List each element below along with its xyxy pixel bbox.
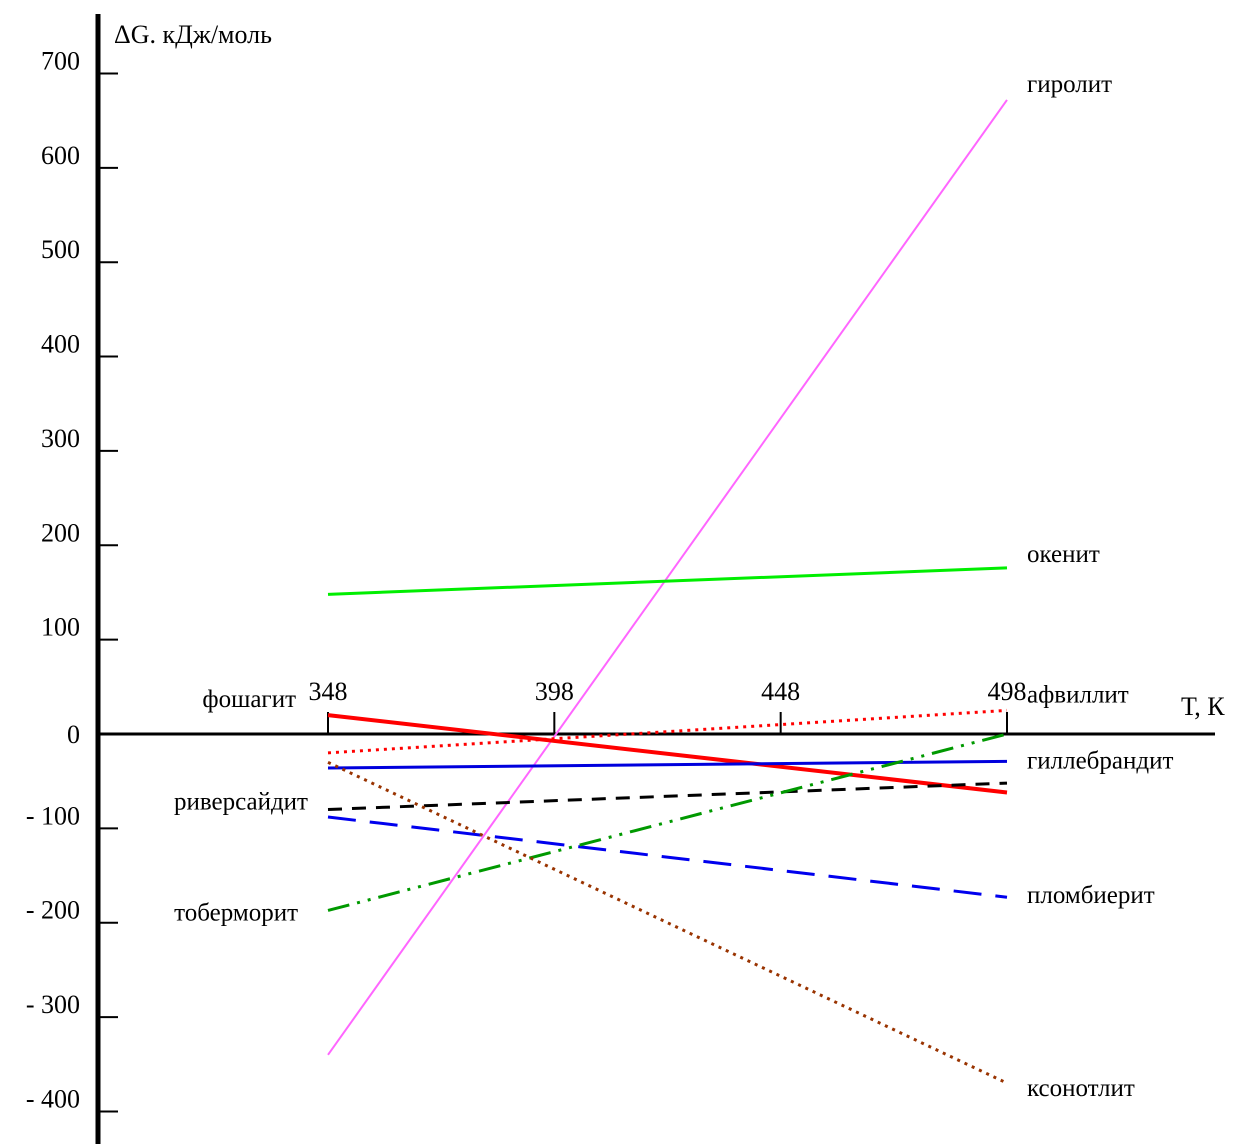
y-tick-label: 100 [41, 613, 80, 642]
y-tick-label: 500 [41, 235, 80, 264]
series-labels-group: гиролит окенит фошагит афвиллит гиллебрандит… [174, 71, 1174, 1102]
x-tick-label: 348 [309, 677, 348, 706]
series-label-6: пломбиерит [1027, 882, 1155, 909]
y-tick-label: 200 [41, 518, 80, 547]
x-tick-label: 448 [761, 677, 800, 706]
series-line-6 [327, 815, 1008, 899]
series-label-8: ксонотлит [1027, 1075, 1135, 1102]
series-line-0 [327, 99, 1008, 1056]
y-tick-label: - 300 [26, 990, 80, 1019]
series-label-5: риверсайдит [174, 788, 308, 815]
series-line-8 [327, 760, 1008, 1085]
x-axis-label: Т, К [1181, 692, 1225, 721]
series-line-5 [327, 781, 1008, 811]
x-tick-label: 398 [535, 677, 574, 706]
y-tick-label: - 100 [26, 801, 80, 830]
y-tick-label: - 400 [26, 1084, 80, 1113]
series-label-7: тоберморит [174, 899, 298, 926]
series-line-3 [327, 708, 1008, 755]
series-group [327, 99, 1008, 1085]
y-ticks-group: 700 600 500 400 300 200 100 0 - 100 - 200 - 300 - 4… [26, 46, 118, 1113]
y-tick-label: 0 [67, 720, 80, 749]
y-tick-label: 700 [41, 46, 80, 75]
x-tick-label: 498 [988, 677, 1027, 706]
series-line-7 [327, 732, 1008, 912]
y-tick-label: 400 [41, 330, 80, 359]
y-tick-label: 300 [41, 424, 80, 453]
y-tick-label: 600 [41, 141, 80, 170]
y-axis-label: ΔG. кДж/моль [114, 20, 272, 49]
series-line-4 [327, 759, 1008, 770]
series-line-2 [327, 713, 1008, 795]
series-line-1 [327, 566, 1008, 596]
series-label-0: гиролит [1027, 71, 1112, 98]
y-tick-label: - 200 [26, 896, 80, 925]
x-ticks-group: 348 398 448 498 [309, 677, 1027, 734]
series-label-1: окенит [1027, 541, 1100, 568]
series-label-4: гиллебрандит [1027, 747, 1173, 774]
series-label-2: фошагит [202, 686, 296, 713]
series-label-3: афвиллит [1027, 681, 1129, 708]
